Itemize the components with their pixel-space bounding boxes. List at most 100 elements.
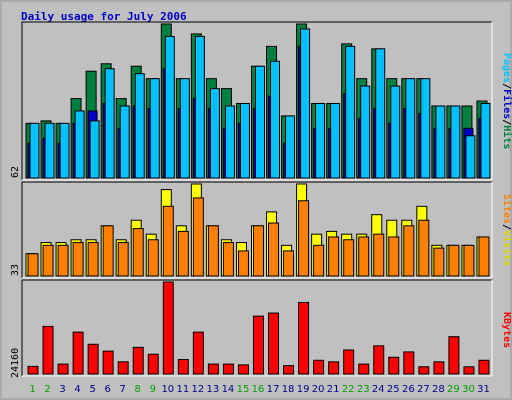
sites-bar-15 (237, 250, 249, 277)
kbytes-bar-15 (237, 364, 249, 375)
kbytes-bar-28 (433, 361, 445, 375)
pages-bar-12 (194, 35, 205, 179)
kbytes-bar-12 (192, 331, 204, 375)
pages-bar-16 (254, 65, 265, 179)
kbytes-bar-26 (403, 351, 415, 375)
pages-bar-15 (239, 102, 250, 179)
day-label-9: 9 (150, 384, 156, 395)
pages-bar-11 (179, 78, 190, 179)
pages-bar-31 (480, 102, 491, 179)
pages-bar-3 (59, 122, 70, 179)
legend-part-1-1: / (501, 223, 512, 230)
sites-bar-17 (268, 222, 280, 277)
day-label-3: 3 (59, 384, 65, 395)
pages-bar-8 (134, 73, 145, 179)
sites-bar-3 (57, 244, 69, 277)
legend-part-1-0: Sites (501, 193, 512, 224)
sites-bar-4 (72, 242, 84, 277)
kbytes-bar-29 (448, 336, 460, 375)
day-label-26: 26 (402, 384, 415, 395)
day-label-14: 14 (222, 384, 235, 395)
sites-bar-24 (373, 233, 385, 277)
kbytes-bar-20 (313, 359, 325, 375)
sites-bar-12 (192, 197, 204, 277)
sites-bar-25 (388, 236, 400, 277)
kbytes-bar-31 (478, 359, 490, 375)
legend-part-0-3: / (501, 119, 512, 126)
kbytes-bar-10 (162, 281, 174, 375)
kbytes-bar-13 (207, 363, 219, 375)
day-label-27: 27 (417, 384, 430, 395)
pages-bar-24 (375, 48, 386, 179)
pages-bar-7 (119, 105, 130, 179)
day-label-2: 2 (44, 384, 50, 395)
pages-bar-4 (74, 110, 85, 179)
kbytes-bar-19 (298, 301, 310, 375)
kbytes-bar-4 (72, 331, 84, 375)
sites-bar-7 (117, 242, 129, 277)
sites-bar-29 (448, 244, 460, 277)
sites-bar-19 (298, 200, 310, 277)
day-label-15: 15 (237, 384, 250, 395)
sites-bar-8 (132, 228, 144, 277)
day-label-23: 23 (357, 384, 370, 395)
sites-bar-20 (313, 244, 325, 277)
pages-bar-30 (465, 135, 476, 179)
day-label-19: 19 (297, 384, 310, 395)
day-label-11: 11 (176, 384, 189, 395)
day-label-12: 12 (192, 384, 205, 395)
visits-legend-label: Sites/Visits (494, 184, 512, 276)
day-label-16: 16 (252, 384, 265, 395)
sites-bar-28 (433, 247, 445, 277)
pages-bar-22 (345, 45, 356, 179)
kbytes-bar-23 (358, 363, 370, 375)
kbytes-legend-label: KBytes (494, 282, 512, 378)
sites-bar-26 (403, 225, 415, 277)
sites-bar-21 (328, 236, 340, 277)
pages-bar-23 (360, 85, 371, 179)
legend-part-1-2: Visits (501, 230, 512, 267)
sites-bar-2 (42, 244, 54, 277)
legend-part-0-4: Hits (501, 125, 512, 150)
kbytes-bar-11 (177, 359, 189, 375)
day-label-1: 1 (29, 384, 35, 395)
day-label-20: 20 (312, 384, 325, 395)
kbytes-bar-30 (463, 366, 475, 375)
sites-bar-13 (207, 225, 219, 277)
kbytes-bar-2 (42, 325, 54, 375)
sites-bar-22 (343, 239, 355, 277)
chart-title: Daily usage for July 2006 (21, 10, 187, 23)
pages-bar-25 (390, 85, 401, 179)
legend-part-0-0: Pages (501, 52, 512, 83)
legend-part-0-1: / (501, 82, 512, 89)
sites-bar-27 (418, 219, 430, 277)
day-label-4: 4 (74, 384, 80, 395)
sites-bar-10 (162, 205, 174, 277)
pages-bar-26 (405, 78, 416, 179)
day-label-21: 21 (327, 384, 340, 395)
hits-legend-label: Pages/Files/Hits (494, 24, 512, 178)
day-label-17: 17 (267, 384, 280, 395)
pages-bar-20 (315, 102, 326, 179)
day-label-22: 22 (342, 384, 355, 395)
kbytes-bar-16 (252, 315, 264, 375)
kbytes-bar-25 (388, 356, 400, 375)
kbytes-bar-9 (147, 353, 159, 375)
kbytes-bar-24 (373, 345, 385, 375)
kbytes-bar-22 (343, 349, 355, 375)
day-label-13: 13 (207, 384, 220, 395)
day-label-5: 5 (89, 384, 95, 395)
pages-bar-13 (209, 88, 220, 179)
pages-bar-17 (270, 60, 281, 179)
kbytes-bar-3 (57, 363, 69, 375)
sites-bar-5 (87, 242, 99, 277)
day-label-7: 7 (120, 384, 126, 395)
legend-part-0-2: Files (501, 88, 512, 120)
kbytes-bar-5 (87, 343, 99, 375)
kbytes-bar-1 (27, 365, 39, 375)
pages-bar-14 (224, 105, 235, 179)
pages-bar-1 (29, 122, 40, 179)
kbytes-bar-6 (102, 350, 114, 375)
